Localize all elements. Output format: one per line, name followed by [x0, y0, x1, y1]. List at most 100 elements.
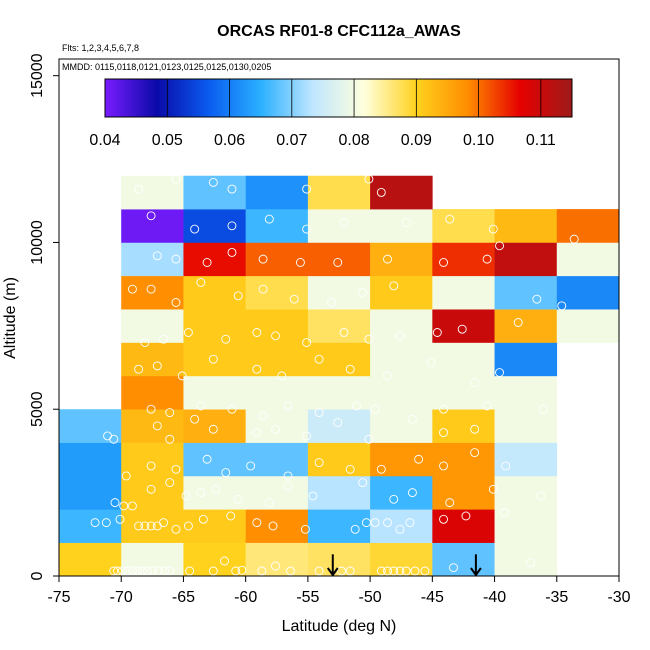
- observation-point: [146, 521, 156, 531]
- observation-point: [252, 428, 262, 438]
- observation-point: [208, 566, 218, 576]
- observation-point: [202, 258, 212, 267]
- observation-point: [101, 518, 111, 528]
- observation-point: [500, 508, 509, 518]
- heatmap-cell: [556, 275, 620, 310]
- heatmap-cell: [245, 375, 309, 410]
- observation-point: [165, 566, 175, 576]
- observation-point: [536, 491, 546, 501]
- observation-point: [439, 258, 448, 267]
- heatmap-cell: [121, 542, 184, 577]
- observation-point: [449, 563, 458, 573]
- observation-point: [183, 328, 193, 337]
- heatmap-cell: [245, 275, 309, 310]
- observation-point: [327, 298, 336, 307]
- heatmap-cell: [494, 442, 558, 477]
- observation-point: [196, 488, 206, 498]
- heatmap-cell: [245, 542, 309, 577]
- down-arrow-head: [470, 567, 482, 577]
- colorbar-tick-label: 0.10: [463, 132, 494, 149]
- heatmap-cell: [432, 542, 495, 577]
- observation-point: [495, 368, 504, 377]
- observation-point: [252, 518, 262, 528]
- observation-point: [258, 411, 268, 421]
- heatmap-cell: [370, 175, 433, 210]
- observation-point: [159, 518, 168, 528]
- observation-point: [383, 518, 392, 528]
- observation-point: [389, 281, 399, 291]
- observation-point: [358, 478, 368, 488]
- heatmap-cell: [370, 209, 433, 243]
- observation-point: [432, 328, 442, 337]
- observation-point: [246, 461, 256, 471]
- colorbar-tick-label: 0.09: [401, 132, 432, 149]
- colorbar-frame: [104, 78, 573, 118]
- heatmap-cell: [556, 309, 620, 343]
- heatmap-cell: [121, 375, 184, 410]
- observation-point: [401, 566, 411, 576]
- observation-point: [482, 401, 492, 411]
- heatmap-cell: [245, 209, 309, 243]
- observation-point: [376, 566, 386, 576]
- heatmap-cell: [370, 409, 433, 443]
- observation-point: [152, 361, 162, 371]
- heatmap-cell: [432, 309, 495, 343]
- observation-point: [414, 454, 424, 464]
- heatmap-cell: [432, 242, 495, 277]
- heatmap-cell: [307, 309, 371, 343]
- observation-point: [361, 518, 371, 528]
- heatmap-cell: [183, 542, 246, 577]
- heatmap-cell: [370, 542, 433, 577]
- colorbar-tick-label: 0.07: [276, 132, 307, 149]
- heatmap-cell: [121, 442, 184, 477]
- observation-point: [286, 566, 295, 576]
- heatmap-cell: [494, 475, 558, 510]
- observation-point: [337, 566, 346, 576]
- heatmap-cell: [432, 509, 495, 543]
- observation-point: [513, 318, 523, 327]
- observation-point: [339, 217, 349, 227]
- observation-point: [314, 354, 324, 364]
- observation-point: [257, 566, 267, 576]
- observation-point: [283, 471, 293, 481]
- observation-point: [190, 224, 200, 234]
- observation-point: [271, 331, 280, 341]
- observation-point: [208, 424, 218, 434]
- observation-point: [495, 241, 504, 251]
- heatmap-cell: [59, 409, 122, 443]
- observation-point: [258, 254, 268, 264]
- observation-point: [165, 408, 175, 418]
- heatmap-cell: [245, 475, 309, 510]
- observation-point: [557, 301, 567, 311]
- heatmap-cell: [307, 509, 371, 543]
- heatmap-cell: [307, 242, 371, 277]
- observation-point: [181, 491, 191, 501]
- observation-point: [538, 404, 548, 414]
- heatmap-cell: [245, 409, 309, 443]
- heatmap-cell: [432, 375, 495, 410]
- heatmap-cell: [307, 175, 371, 210]
- x-tick-label: -35: [545, 589, 568, 606]
- heatmap-cell: [432, 475, 495, 510]
- observation-point: [501, 461, 511, 471]
- heatmap-cell: [121, 409, 184, 443]
- heatmap-cell: [245, 442, 309, 477]
- observation-point: [283, 401, 293, 411]
- observation-point: [383, 254, 392, 264]
- heatmap-cell: [307, 275, 371, 310]
- heatmap-cell: [370, 375, 433, 410]
- observation-point: [237, 565, 247, 575]
- colorbar-tick-label: 0.08: [338, 132, 369, 149]
- observation-point: [196, 401, 206, 411]
- observation-point: [271, 561, 280, 571]
- heatmap-cell: [121, 175, 184, 210]
- observation-point: [119, 501, 129, 511]
- observation-point: [370, 518, 380, 528]
- observation-point: [526, 558, 536, 568]
- heatmap-cell: [307, 542, 371, 577]
- observation-point: [439, 428, 448, 438]
- observation-point: [308, 491, 318, 501]
- observation-point: [410, 566, 420, 576]
- x-tick-label: -75: [47, 589, 70, 606]
- colorbar-tick-label: 0.04: [89, 132, 120, 149]
